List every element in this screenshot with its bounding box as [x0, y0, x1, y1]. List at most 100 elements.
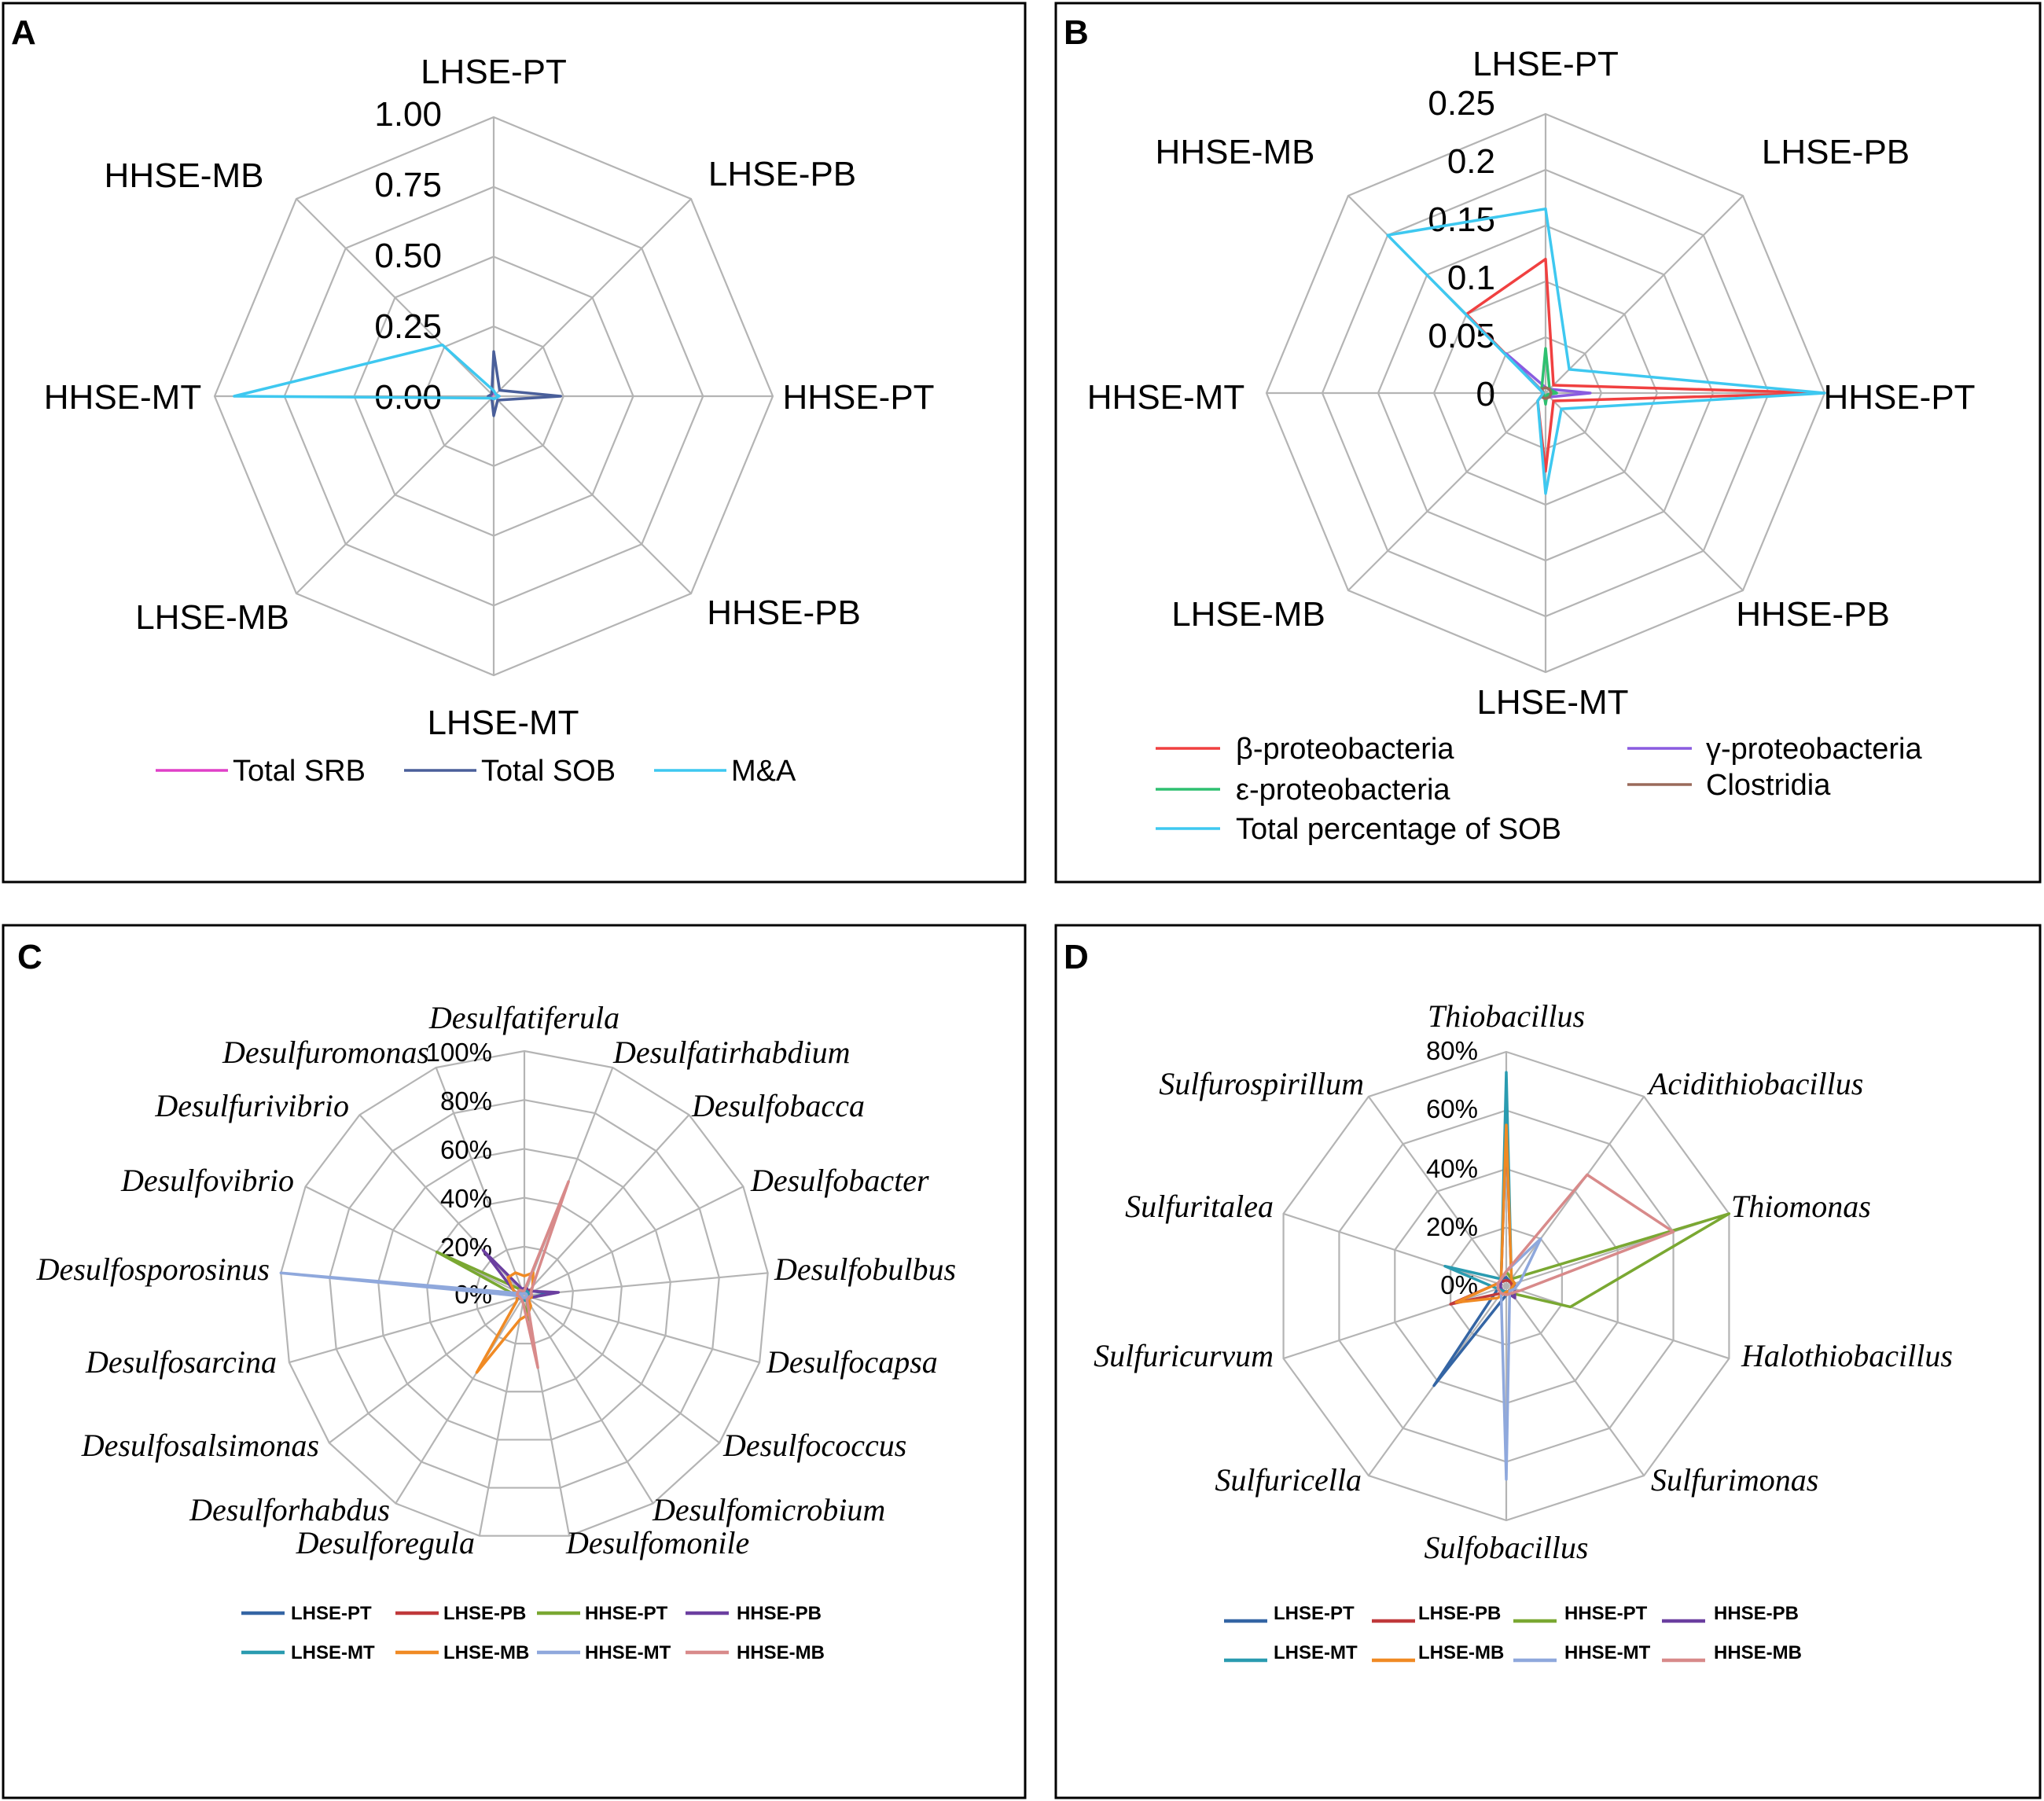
panel-a-tick-label: 0.25	[374, 307, 442, 346]
radar-spoke	[435, 1067, 526, 1296]
panel-a-tick-label: 0.50	[374, 237, 442, 275]
panel-d-axis-label: Sulfuricurvum	[1094, 1338, 1274, 1373]
panel-c-tick-labels: 0% 20% 40% 60% 80% 100%	[426, 1038, 492, 1309]
panel-c-axis-label: Desulfosporosinus	[36, 1252, 270, 1287]
panel-b-axis-labels: LHSE-PT LHSE-PB HHSE-PT HHSE-PB LHSE-MT …	[1087, 45, 1976, 722]
panel-c-axis-label: Desulfobacca	[691, 1088, 865, 1123]
panel-a-axis-label: HHSE-PT	[782, 378, 934, 417]
radar-spoke	[524, 1294, 760, 1364]
panel-a-tick-labels: 0.00 0.25 0.50 0.75 1.00	[374, 95, 442, 417]
legend-label-gamma: γ-proteobacteria	[1706, 733, 1922, 766]
radar-grid-ring	[329, 1099, 720, 1489]
panel-a-letter: A	[11, 13, 36, 52]
legend-label-hhse-mt: HHSE-MT	[585, 1642, 671, 1663]
radar-spoke	[395, 1295, 525, 1504]
panel-a-axis-label: LHSE-PT	[421, 53, 567, 91]
radar-spoke	[296, 198, 494, 397]
radar-spoke	[1545, 392, 1744, 591]
panel-c-axis-label: Desulforhabdus	[189, 1492, 390, 1527]
legend-label-lhse-pt: LHSE-PT	[291, 1603, 372, 1624]
panel-a-axis-label: HHSE-MB	[105, 156, 264, 195]
panel-a-axis-label: LHSE-PB	[708, 155, 856, 193]
panel-d-axis-label: Sulfobacillus	[1425, 1530, 1589, 1565]
panel-b-axis-label: LHSE-MB	[1171, 595, 1325, 634]
panel-b-grid	[1265, 112, 1826, 674]
panel-d-tick-label: 20%	[1426, 1212, 1478, 1241]
panel-c-legend: LHSE-PT LHSE-PB HHSE-PT HHSE-PB LHSE-MT …	[241, 1603, 825, 1663]
panel-c-tick-label: 100%	[426, 1038, 492, 1067]
legend-label-lhse-pb: LHSE-PB	[1418, 1603, 1501, 1624]
radar-spoke	[305, 1185, 525, 1296]
legend-label-total-srb: Total SRB	[233, 755, 366, 788]
panel-b-axis-label: LHSE-PB	[1762, 133, 1910, 171]
panel-c-axis-label: Desulfosarcina	[85, 1344, 277, 1380]
panel-a-series	[233, 343, 562, 417]
radar-spoke	[1545, 195, 1744, 394]
panel-b-axis-label: HHSE-PB	[1736, 595, 1890, 634]
panel-a-frame	[2, 2, 1027, 884]
radar-series-ma	[233, 343, 501, 401]
panel-a-axis-label: LHSE-MB	[135, 598, 289, 637]
panel-a-tick-label: 0.75	[374, 166, 442, 204]
panel-d-axis-label: Thiobacillus	[1428, 998, 1585, 1034]
panel-b-axis-label: LHSE-MT	[1476, 683, 1628, 722]
radar-spoke	[524, 1295, 654, 1504]
panel-c-tick-label: 80%	[440, 1086, 492, 1116]
panel-d-series	[1432, 1071, 1731, 1481]
radar-spoke	[524, 1295, 720, 1444]
panel-d-tick-labels: 0% 20% 40% 60% 80%	[1426, 1036, 1478, 1299]
legend-label-total-sob: Total SOB	[481, 755, 616, 788]
radar-series-total_sob	[1386, 207, 1826, 495]
panel-b-axis-label: HHSE-MT	[1087, 378, 1244, 417]
panel-c-axis-label: Desulfomicrobium	[652, 1492, 885, 1527]
panel-c-axis-label: Desulfosalsimonas	[81, 1428, 319, 1463]
panel-d-legend: LHSE-PT LHSE-PB HHSE-PT HHSE-PB LHSE-MT …	[1224, 1603, 1802, 1663]
radar-spoke	[296, 395, 494, 594]
legend-label-lhse-mt: LHSE-MT	[1274, 1642, 1358, 1663]
panel-c-axis-label: Desulfurivibrio	[154, 1088, 349, 1123]
radar-spoke	[493, 395, 692, 594]
panel-b-letter: B	[1064, 13, 1089, 52]
panel-d-tick-label: 80%	[1426, 1036, 1478, 1065]
panel-c-axis-label: Desulfococcus	[722, 1428, 906, 1463]
legend-label-lhse-pb: LHSE-PB	[443, 1603, 526, 1624]
legend-label-beta: β-proteobacteria	[1236, 733, 1454, 766]
radar-series-hhse-mb	[515, 1180, 570, 1369]
legend-label-lhse-mb: LHSE-MB	[443, 1642, 529, 1663]
panel-c: C Desulfatiferula Desulfatirhabdium Desu…	[2, 924, 1027, 1799]
panel-b-tick-label: 0.1	[1447, 259, 1495, 297]
panel-d-axis-label: Sulfuricella	[1215, 1462, 1362, 1498]
legend-label-clostridia: Clostridia	[1706, 769, 1831, 802]
panel-c-axis-label: Desulforegula	[296, 1525, 475, 1560]
radar-spoke	[1347, 392, 1546, 591]
radar-spoke	[329, 1295, 525, 1444]
radar-grid-ring	[377, 1148, 671, 1441]
radar-spoke	[1367, 1096, 1507, 1287]
legend-label-total-sob: Total percentage of SOB	[1236, 813, 1561, 846]
panel-a-legend: Total SRB Total SOB M&A	[156, 755, 796, 788]
panel-b-series	[1386, 207, 1826, 495]
panel-d-axis-label: Sulfuritalea	[1125, 1189, 1274, 1224]
legend-label-epsilon: ε-proteobacteria	[1236, 774, 1450, 807]
radar-spoke	[1505, 1285, 1730, 1360]
panel-c-tick-label: 0%	[454, 1280, 492, 1309]
panel-c-axis-label: Desulfobulbus	[774, 1252, 956, 1287]
panel-a-axis-label: LHSE-MT	[427, 704, 579, 742]
panel-c-frame	[2, 924, 1027, 1799]
radar-spoke	[1505, 1096, 1645, 1287]
panel-b-tick-label: 0.05	[1428, 317, 1495, 355]
panel-c-letter: C	[17, 938, 42, 976]
panel-c-tick-label: 40%	[440, 1184, 492, 1213]
panel-c-series	[279, 1180, 570, 1374]
radar-spoke	[524, 1185, 744, 1296]
panel-d-letter: D	[1064, 938, 1089, 976]
radar-spoke	[1283, 1285, 1507, 1360]
panel-b-axis-label: HHSE-MB	[1156, 133, 1315, 171]
panel-b-tick-label: 0.2	[1447, 142, 1495, 181]
radar-spoke	[289, 1294, 525, 1364]
panel-b-tick-labels: 0 0.05 0.1 0.15 0.2 0.25	[1428, 84, 1495, 413]
panel-d-axis-label: Sulfurospirillum	[1159, 1066, 1364, 1101]
panel-b-tick-label: 0	[1476, 375, 1495, 413]
panel-d: D Thiobacillus Acidithiobacillus Thiomon…	[1054, 924, 2042, 1799]
